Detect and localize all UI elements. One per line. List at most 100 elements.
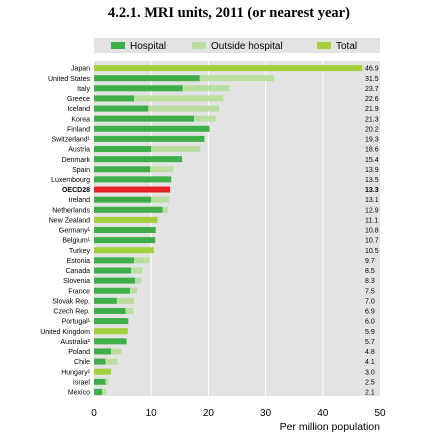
country-label: Estonia <box>67 258 90 265</box>
value-label: 13.3 <box>365 187 379 194</box>
value-label: 6.0 <box>365 319 375 326</box>
country-label: Belgium¹ <box>62 238 90 245</box>
bar-hospital <box>94 358 106 365</box>
x-tick-label: 20 <box>203 408 215 419</box>
bar-outside-hospital <box>134 95 224 102</box>
country-label: Poland <box>68 349 90 356</box>
bar-outside-hospital <box>130 287 137 294</box>
bar-total <box>94 247 155 254</box>
value-label: 4.8 <box>365 349 375 356</box>
country-label: Denmark <box>62 157 91 164</box>
x-tick-label: 10 <box>146 408 158 419</box>
chart-title: 4.2.1. MRI units, 2011 (or nearest year) <box>108 5 350 21</box>
country-label: Portugal¹ <box>62 319 91 326</box>
country-label: Luxembourg <box>51 177 90 184</box>
bar-hospital <box>94 307 126 314</box>
bar-outside-hospital <box>102 388 107 395</box>
country-label: Slovenia <box>63 278 90 285</box>
bar-outside-hospital <box>148 105 220 112</box>
country-label: Mexico <box>68 390 90 397</box>
bar-hospital <box>94 125 210 132</box>
bar-outside-hospital <box>131 267 143 274</box>
value-label: 7.0 <box>365 298 375 305</box>
value-label: 22.6 <box>365 96 379 103</box>
value-label: 11.1 <box>365 217 378 224</box>
bar-outside-hospital <box>162 206 168 213</box>
bar-outside-hospital <box>150 166 174 173</box>
bar-hospital <box>94 156 183 163</box>
bar-hospital <box>94 227 156 233</box>
country-label: Austria <box>68 147 90 154</box>
country-label: France <box>68 288 90 295</box>
value-label: 15.4 <box>365 157 379 164</box>
country-label: Japan <box>71 66 90 73</box>
x-tick-label: 40 <box>317 408 329 419</box>
bar-outside-hospital <box>199 75 275 82</box>
value-label: 23.7 <box>365 86 379 93</box>
country-label: Chile <box>74 359 90 366</box>
value-label: 20.2 <box>365 126 379 133</box>
value-label: 13.1 <box>365 197 379 204</box>
bar-outside-hospital <box>125 307 134 314</box>
value-label: 18.6 <box>365 147 379 154</box>
value-label: 4.1 <box>365 359 375 366</box>
bar-total <box>94 328 128 335</box>
bar-total <box>94 216 158 223</box>
bar-outside-hospital <box>116 297 135 304</box>
country-label: Greece <box>67 96 90 103</box>
country-label: Hungary² <box>61 369 90 376</box>
bar-total <box>94 65 363 72</box>
bar-outside-hospital <box>111 348 122 355</box>
bar-outside-hospital <box>151 196 169 203</box>
country-label: Korea <box>71 116 90 123</box>
bar-outside-hospital <box>134 257 150 264</box>
value-label: 13.5 <box>365 177 379 184</box>
value-label: 13.9 <box>365 167 379 174</box>
bar-hospital <box>94 206 163 213</box>
country-label: Finland <box>67 126 90 133</box>
country-label: Spain <box>72 167 90 174</box>
value-label: 8.3 <box>365 278 375 285</box>
x-tick-label: 50 <box>374 408 386 419</box>
x-tick-label: 0 <box>91 408 97 419</box>
bar-hospital <box>94 146 152 153</box>
bar-outside-hospital <box>105 378 109 385</box>
country-label: United Kingdom <box>40 329 90 336</box>
country-label: Czech Rep. <box>53 309 90 316</box>
bar-outside-hospital <box>182 85 230 92</box>
legend-swatch-0 <box>111 42 125 49</box>
bar-hospital <box>94 318 129 325</box>
bar-hospital <box>94 257 135 264</box>
value-label: 6.9 <box>365 309 375 316</box>
x-axis-label: Per million population <box>280 421 381 433</box>
value-label: 10.8 <box>365 228 379 235</box>
legend-label-2: Total <box>336 41 357 52</box>
legend-swatch-2 <box>317 42 331 49</box>
bar-hospital <box>94 105 149 112</box>
bar-highlight <box>94 186 171 193</box>
value-label: 5.9 <box>365 329 375 336</box>
country-label: Switzerland¹ <box>51 137 90 144</box>
bar-hospital <box>94 135 205 142</box>
value-label: 5.7 <box>365 339 375 346</box>
country-label: Iceland <box>67 106 90 113</box>
value-label: 31.5 <box>365 76 379 83</box>
bar-hospital <box>94 75 200 82</box>
bar-hospital <box>94 388 103 395</box>
country-label: New Zealand <box>49 217 90 224</box>
value-label: 3.0 <box>365 369 375 376</box>
bar-hospital <box>94 166 151 173</box>
legend-label-1: Outside hospital <box>211 41 283 52</box>
value-label: 46.9 <box>365 66 379 73</box>
x-tick-label: 30 <box>260 408 272 419</box>
country-label: OECD28 <box>62 187 90 194</box>
legend-swatch-1 <box>192 42 206 49</box>
legend-label-0: Hospital <box>130 41 166 52</box>
value-label: 7.5 <box>365 288 375 295</box>
country-label: Germany¹ <box>59 228 91 235</box>
country-label: Australia² <box>60 339 90 346</box>
country-label: Slovak Rep. <box>52 298 90 305</box>
bar-outside-hospital <box>105 358 118 365</box>
country-label: Turkey <box>69 248 91 255</box>
legend-background <box>94 38 380 53</box>
